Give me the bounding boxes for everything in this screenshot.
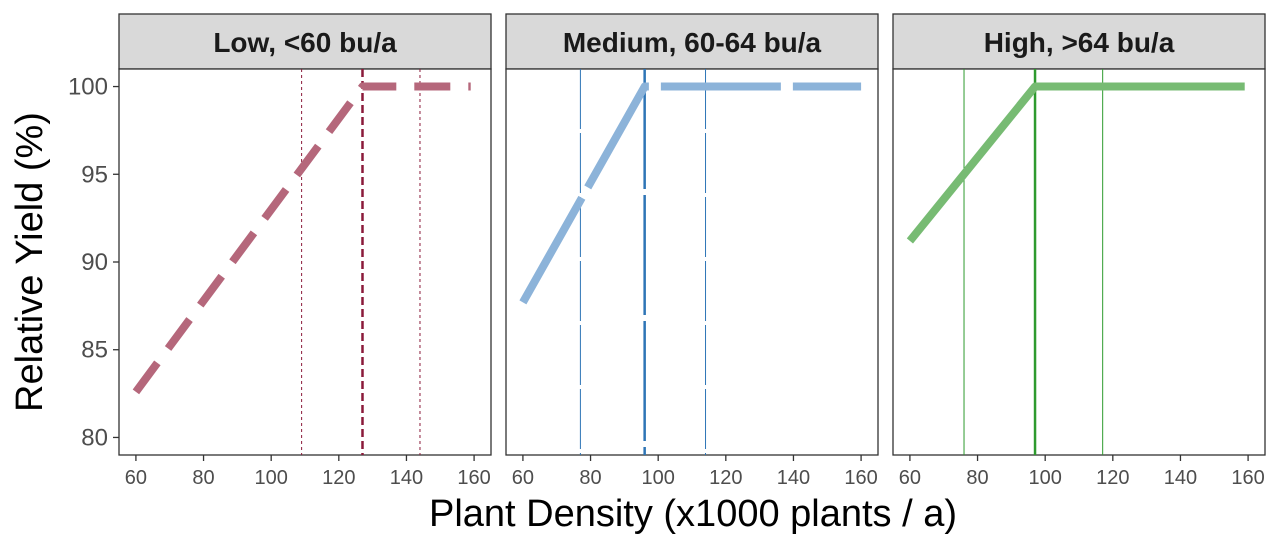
x-tick-label: 60 [512,467,534,489]
yield-response-line [519,82,862,305]
x-tick-label: 80 [579,467,601,489]
yield-response-line [132,82,471,395]
plot-area [505,68,879,456]
facet-label: Medium, 60-64 bu/a [563,27,822,58]
x-tick-label: 80 [966,467,988,489]
facet-strip [118,13,492,70]
x-tick-label: 160 [457,467,490,489]
x-tick-label: 60 [125,467,147,489]
x-tick-label: 80 [192,467,214,489]
panel-3: High, >64 bu/a 60 80 100 120 140 160 [892,13,1266,489]
x-tick-label: 160 [844,467,877,489]
x-axis-title: Plant Density (x1000 plants / a) [429,493,957,535]
x-tick-label: 100 [254,467,287,489]
plot-area [118,68,492,456]
yield-response-line [906,82,1245,244]
y-tick-label: 90 [81,249,108,276]
x-tick-label: 60 [899,467,921,489]
y-tick-label: 95 [81,161,108,188]
x-tick-label: 160 [1231,467,1264,489]
x-tick-label: 120 [709,467,742,489]
x-tick-label: 100 [1028,467,1061,489]
facet-strip [892,13,1266,70]
x-tick-label: 120 [1096,467,1129,489]
chart-panels: Low, <60 bu/a 60 80 100 120 140 160 80 85 90 95 100… [68,13,1266,489]
x-tick-label: 140 [390,467,423,489]
facet-label: Low, <60 bu/a [213,27,397,58]
panel-1: Low, <60 bu/a 60 80 100 120 140 160 80 85 90 95 100 [68,13,492,489]
y-tick-label: 80 [81,424,108,451]
plot-area [892,68,1266,456]
x-tick-label: 140 [1164,467,1197,489]
y-tick-label: 100 [68,74,108,101]
x-tick-label: 100 [641,467,674,489]
x-tick-label: 120 [322,467,355,489]
y-tick-label: 85 [81,337,108,364]
y-axis-title: Relative Yield (%) [9,112,51,412]
panel-2: Medium, 60-64 bu/a 60 80 100 120 140 160 [505,13,879,489]
facet-label: High, >64 bu/a [984,27,1175,58]
x-tick-label: 140 [777,467,810,489]
